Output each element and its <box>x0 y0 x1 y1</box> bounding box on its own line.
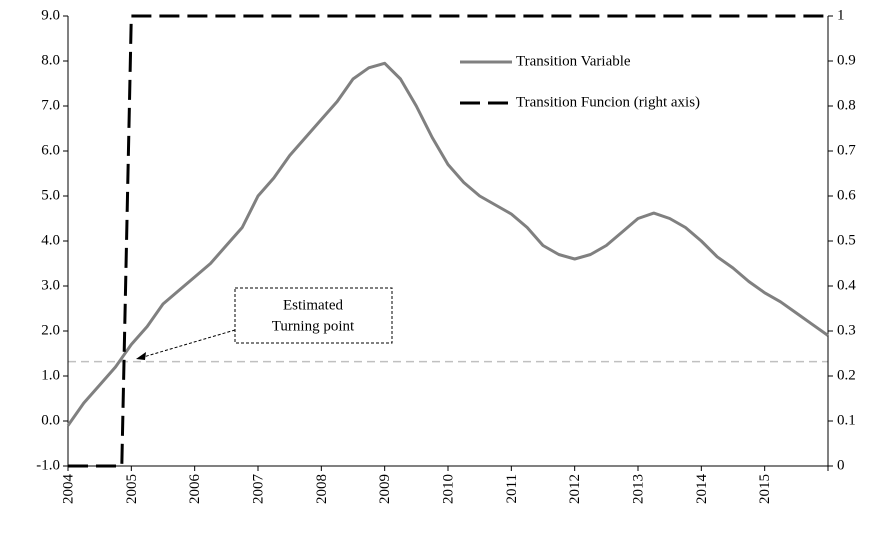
y2-tick-label: 1 <box>837 7 845 23</box>
y2-tick-label: 0.5 <box>837 232 856 248</box>
y-tick-label: 1.0 <box>41 367 60 383</box>
y-tick-label: 2.0 <box>41 322 60 338</box>
x-tick-label: 2012 <box>567 474 583 504</box>
series-line <box>66 61 829 427</box>
annotation-text: Estimated <box>283 297 343 313</box>
annotation-text: Turning point <box>272 318 355 334</box>
arrow-head <box>136 352 146 360</box>
x-tick-label: 2009 <box>377 474 393 504</box>
x-tick-label: 2005 <box>124 474 140 504</box>
y2-tick-label: 0 <box>837 457 845 473</box>
y2-tick-label: 0.6 <box>837 187 856 203</box>
x-tick-label: 2011 <box>504 474 520 503</box>
y2-tick-label: 0.8 <box>837 97 856 113</box>
y2-tick-label: 0.1 <box>837 412 856 428</box>
y-tick-label: 0.0 <box>41 412 60 428</box>
x-tick-label: 2008 <box>314 474 330 504</box>
x-tick-label: 2007 <box>250 474 266 505</box>
y-tick-label: 7.0 <box>41 97 60 113</box>
legend: Transition Variable Transition Funcion (r… <box>460 53 700 110</box>
y2-tick-label: 0.7 <box>837 142 856 158</box>
y-tick-label: 6.0 <box>41 142 60 158</box>
y-tick-label: -1.0 <box>36 457 60 473</box>
x-tick-label: 2014 <box>694 474 710 505</box>
series-line <box>68 14 828 468</box>
legend-label: Transition Funcion (right axis) <box>516 94 700 110</box>
y-tick-label: 3.0 <box>41 277 60 293</box>
annotation-arrow <box>139 329 236 359</box>
y2-tick-label: 0.4 <box>837 277 856 293</box>
y2-tick-label: 0.3 <box>837 322 856 338</box>
y-tick-label: 8.0 <box>41 52 60 68</box>
y-tick-label: 9.0 <box>41 7 60 23</box>
y2-tick-label: 0.2 <box>837 367 856 383</box>
x-tick-label: 2013 <box>630 474 646 504</box>
legend-label: Transition Variable <box>516 53 631 69</box>
annotation: Estimated Turning point <box>136 287 393 360</box>
x-tick-label: 2006 <box>187 474 203 505</box>
x-tick-label: 2010 <box>440 474 456 504</box>
y-tick-label: 5.0 <box>41 187 60 203</box>
y-tick-label: 4.0 <box>41 232 60 248</box>
x-tick-label: 2015 <box>757 474 773 504</box>
y2-tick-label: 0.9 <box>837 52 856 68</box>
annotation-box <box>234 287 393 344</box>
x-tick-label: 2004 <box>60 474 76 505</box>
